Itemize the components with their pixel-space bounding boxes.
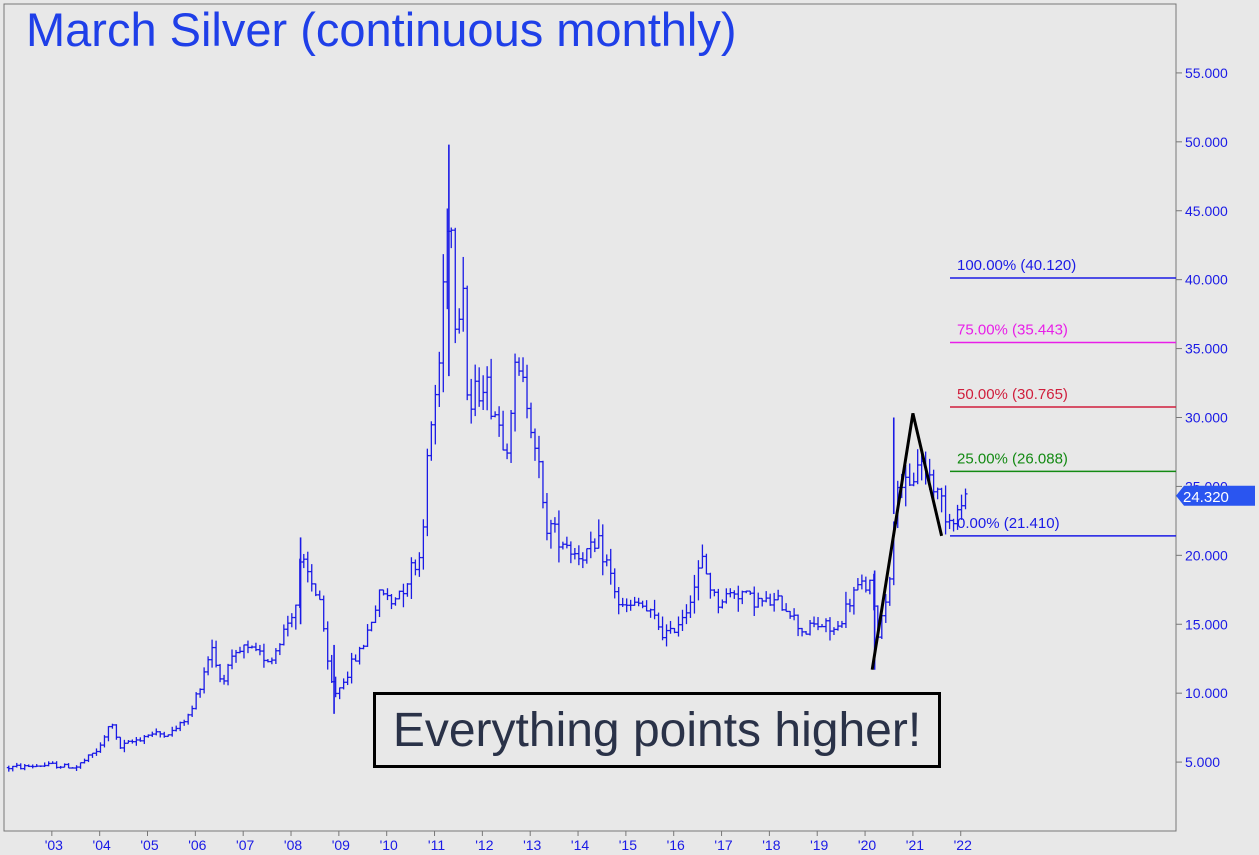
- y-axis-ticks: 5.00010.00015.00020.00025.00030.00035.00…: [1176, 65, 1228, 770]
- y-tick-label: 20.000: [1185, 547, 1228, 563]
- y-tick-label: 30.000: [1185, 410, 1228, 426]
- annotation-text: Everything points higher!: [392, 703, 922, 757]
- x-tick-label: '06: [188, 837, 206, 853]
- x-tick-label: '17: [714, 837, 732, 853]
- x-tick-label: '19: [810, 837, 828, 853]
- pattern-line: [870, 413, 944, 670]
- y-tick-label: 45.000: [1185, 203, 1228, 219]
- y-tick-label: 35.000: [1185, 341, 1228, 357]
- level-label: 75.00% (35.443): [957, 321, 1068, 338]
- x-tick-label: '15: [619, 837, 637, 853]
- x-tick-label: '21: [906, 837, 924, 853]
- level-label: 100.00% (40.120): [957, 257, 1076, 274]
- fibonacci-levels: 100.00% (40.120) 75.00% (35.443) 50.00% (3…: [950, 257, 1176, 537]
- level-label: 25.00% (26.088): [957, 450, 1068, 467]
- x-tick-label: '12: [475, 837, 493, 853]
- x-tick-label: '18: [762, 837, 780, 853]
- x-tick-label: '16: [667, 837, 685, 853]
- x-tick-label: '05: [140, 837, 158, 853]
- y-tick-label: 40.000: [1185, 272, 1228, 288]
- x-tick-label: '13: [523, 837, 541, 853]
- y-tick-label: 55.000: [1185, 65, 1228, 81]
- x-tick-label: '20: [858, 837, 876, 853]
- chart-title: March Silver (continuous monthly): [26, 3, 737, 56]
- x-axis-ticks: '03 '04 '05 '06 '07 '08 '09 '10 '11 '12 '13 '14 '15 '…: [45, 831, 972, 853]
- last-price-tag: 24.320: [1176, 485, 1255, 506]
- last-price-tag-shape: [1176, 485, 1255, 506]
- x-tick-label: '08: [284, 837, 302, 853]
- y-tick-label: 50.000: [1185, 134, 1228, 150]
- y-tick-label: 10.000: [1185, 685, 1228, 701]
- x-tick-label: '03: [45, 837, 63, 853]
- level-label: 0.00% (21.410): [957, 515, 1060, 532]
- x-tick-label: '14: [571, 837, 589, 853]
- annotation-box: Everything points higher!: [373, 692, 941, 768]
- x-tick-label: '07: [236, 837, 254, 853]
- y-tick-label: 5.000: [1185, 754, 1220, 770]
- price-bars: [6, 144, 968, 772]
- level-label: 50.00% (30.765): [957, 386, 1068, 403]
- y-tick-label: 15.000: [1185, 616, 1228, 632]
- last-price-value: 24.320: [1183, 489, 1229, 506]
- x-tick-label: '09: [332, 837, 350, 853]
- x-tick-label: '04: [93, 837, 111, 853]
- x-tick-label: '22: [954, 837, 972, 853]
- x-tick-label: '11: [428, 837, 445, 853]
- pattern-path: [870, 413, 944, 670]
- x-tick-label: '10: [380, 837, 398, 853]
